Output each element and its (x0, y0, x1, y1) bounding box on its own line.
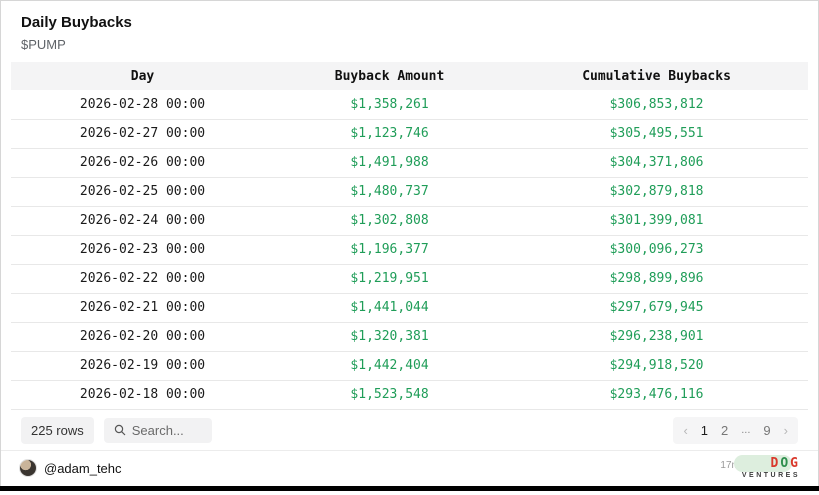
search-input[interactable] (131, 422, 202, 438)
cell-cumulative-buybacks: $293,476,116 (505, 380, 808, 410)
table-row: 2026-02-28 00:00 $1,358,261 $306,853,812 (11, 90, 808, 120)
column-header-buyback-amount[interactable]: Buyback Amount (274, 62, 506, 90)
table-row: 2026-02-27 00:00 $1,123,746 $305,495,551 (11, 119, 808, 149)
cell-cumulative-buybacks: $300,096,273 (505, 235, 808, 265)
watermark: 17m DOG VENTURES (720, 455, 800, 480)
table-row: 2026-02-20 00:00 $1,320,381 $296,238,901 (11, 322, 808, 352)
column-header-day[interactable]: Day (11, 62, 274, 90)
cell-day: 2026-02-22 00:00 (11, 264, 274, 294)
attribution-bar: @adam_tehc 17m DOG VENTURES (1, 449, 818, 487)
cell-day: 2026-02-21 00:00 (11, 293, 274, 323)
cell-buyback-amount: $1,480,737 (274, 177, 506, 207)
table-body: 2026-02-28 00:00 $1,358,261 $306,853,812… (11, 90, 808, 410)
logo-text: DOG (770, 456, 800, 472)
pagination: ‹ 1 2 ... 9 › (673, 416, 798, 444)
cell-day: 2026-02-27 00:00 (11, 119, 274, 149)
table-footer: 225 rows ‹ 1 2 ... 9 › (1, 410, 818, 450)
column-header-cumulative-buybacks[interactable]: Cumulative Buybacks (505, 62, 808, 90)
row-count-badge: 225 rows (21, 416, 94, 444)
cell-cumulative-buybacks: $296,238,901 (505, 322, 808, 352)
table-row: 2026-02-18 00:00 $1,523,548 $293,476,116 (11, 380, 808, 410)
cell-cumulative-buybacks: $304,371,806 (505, 148, 808, 178)
table-row: 2026-02-26 00:00 $1,491,988 $304,371,806 (11, 148, 808, 178)
table-row: 2026-02-23 00:00 $1,196,377 $300,096,273 (11, 235, 808, 265)
cell-cumulative-buybacks: $306,853,812 (505, 90, 808, 120)
cell-buyback-amount: $1,441,044 (274, 293, 506, 323)
page-subtitle: $PUMP (21, 37, 66, 52)
cell-day: 2026-02-18 00:00 (11, 380, 274, 410)
cell-day: 2026-02-28 00:00 (11, 90, 274, 120)
ventures-logo: DOG VENTURES (734, 455, 800, 480)
screen-bottom-edge (0, 486, 819, 491)
search-box[interactable] (103, 417, 212, 443)
cell-day: 2026-02-23 00:00 (11, 235, 274, 265)
cell-cumulative-buybacks: $305,495,551 (505, 119, 808, 149)
cell-buyback-amount: $1,302,808 (274, 206, 506, 236)
logo-ellipse (734, 455, 792, 473)
table-row: 2026-02-24 00:00 $1,302,808 $301,399,081 (11, 206, 808, 236)
table-row: 2026-02-19 00:00 $1,442,404 $294,918,520 (11, 351, 808, 381)
chevron-left-icon[interactable]: ‹ (683, 422, 688, 438)
page-button-9[interactable]: 9 (763, 422, 771, 438)
cell-buyback-amount: $1,219,951 (274, 264, 506, 294)
cell-buyback-amount: $1,196,377 (274, 235, 506, 265)
table-row: 2026-02-25 00:00 $1,480,737 $302,879,818 (11, 177, 808, 207)
avatar (19, 459, 37, 478)
cell-buyback-amount: $1,442,404 (274, 351, 506, 381)
table-row: 2026-02-21 00:00 $1,441,044 $297,679,945 (11, 293, 808, 323)
cell-day: 2026-02-26 00:00 (11, 148, 274, 178)
cell-buyback-amount: $1,320,381 (274, 322, 506, 352)
cell-cumulative-buybacks: $302,879,818 (505, 177, 808, 207)
refresh-time: 17m (720, 460, 740, 472)
page-button-2[interactable]: 2 (721, 422, 729, 438)
cell-buyback-amount: $1,523,548 (274, 380, 506, 410)
cell-buyback-amount: $1,491,988 (274, 148, 506, 178)
author-handle: @adam_tehc (44, 460, 122, 476)
search-icon (114, 424, 126, 436)
card-header: Daily Buybacks $PUMP (1, 1, 818, 62)
cell-day: 2026-02-20 00:00 (11, 322, 274, 352)
page-title: Daily Buybacks (21, 14, 132, 31)
cell-cumulative-buybacks: $298,899,896 (505, 264, 808, 294)
buybacks-table: Day Buyback Amount Cumulative Buybacks 2… (1, 62, 818, 410)
cell-day: 2026-02-19 00:00 (11, 351, 274, 381)
cell-day: 2026-02-25 00:00 (11, 177, 274, 207)
cell-buyback-amount: $1,358,261 (274, 90, 506, 120)
page-button-1[interactable]: 1 (700, 422, 709, 438)
cell-cumulative-buybacks: $301,399,081 (505, 206, 808, 236)
cell-buyback-amount: $1,123,746 (274, 119, 506, 149)
logo-subtext: VENTURES (741, 472, 800, 480)
table-header-row: Day Buyback Amount Cumulative Buybacks (11, 62, 808, 90)
cell-day: 2026-02-24 00:00 (11, 206, 274, 236)
cell-cumulative-buybacks: $297,679,945 (505, 293, 808, 323)
table-row: 2026-02-22 00:00 $1,219,951 $298,899,896 (11, 264, 808, 294)
page-ellipsis: ... (741, 424, 751, 436)
author-link[interactable]: @adam_tehc (19, 459, 122, 478)
cell-cumulative-buybacks: $294,918,520 (505, 351, 808, 381)
chevron-right-icon[interactable]: › (783, 422, 788, 438)
